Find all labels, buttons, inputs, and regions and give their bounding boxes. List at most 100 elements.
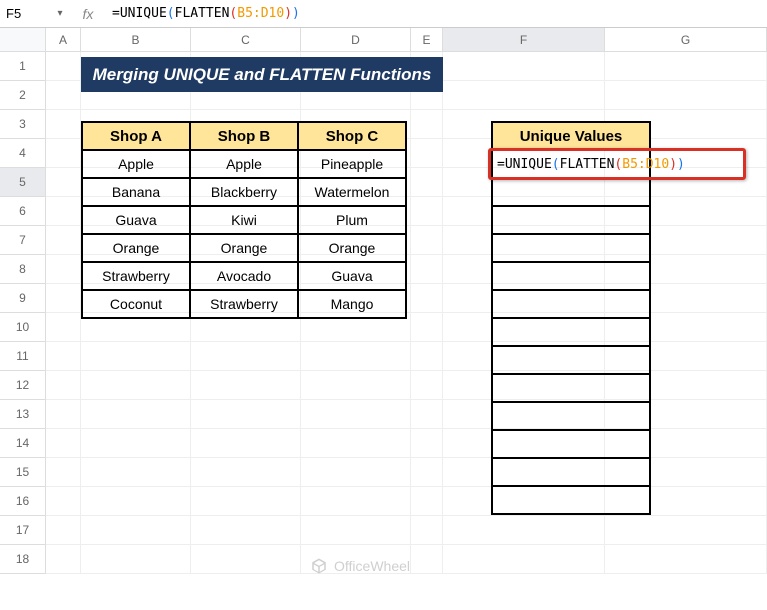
table-cell[interactable]: Blackberry <box>190 178 298 206</box>
table-cell[interactable]: Orange <box>82 234 190 262</box>
row-header[interactable]: 16 <box>0 487 46 516</box>
col-header-B[interactable]: B <box>81 28 191 52</box>
cell[interactable] <box>46 255 81 284</box>
cell[interactable] <box>443 52 605 81</box>
row-header[interactable]: 8 <box>0 255 46 284</box>
table-cell[interactable]: Banana <box>82 178 190 206</box>
cell[interactable] <box>605 52 767 81</box>
result-cell[interactable] <box>492 346 650 374</box>
cell[interactable] <box>411 284 443 313</box>
cell[interactable] <box>605 516 767 545</box>
table-cell[interactable]: Watermelon <box>298 178 406 206</box>
cell[interactable] <box>81 487 191 516</box>
cell[interactable] <box>191 487 301 516</box>
table-cell[interactable]: Strawberry <box>190 290 298 318</box>
cell[interactable] <box>411 313 443 342</box>
table-cell[interactable]: Apple <box>190 150 298 178</box>
table-cell[interactable]: Guava <box>82 206 190 234</box>
table-header[interactable]: Shop A <box>82 122 190 150</box>
cell[interactable] <box>301 371 411 400</box>
result-cell[interactable] <box>492 234 650 262</box>
table-cell[interactable]: Kiwi <box>190 206 298 234</box>
cell[interactable] <box>605 545 767 574</box>
cell[interactable] <box>411 139 443 168</box>
table-cell[interactable]: Apple <box>82 150 190 178</box>
row-header[interactable]: 9 <box>0 284 46 313</box>
cell[interactable] <box>46 168 81 197</box>
row-header[interactable]: 12 <box>0 371 46 400</box>
cell[interactable] <box>81 400 191 429</box>
result-cell[interactable] <box>492 290 650 318</box>
cell[interactable] <box>46 139 81 168</box>
fx-icon[interactable]: fx <box>68 6 108 22</box>
cell[interactable] <box>411 516 443 545</box>
row-header[interactable]: 1 <box>0 52 46 81</box>
cell[interactable] <box>191 342 301 371</box>
cell[interactable] <box>301 400 411 429</box>
cell[interactable] <box>46 284 81 313</box>
col-header-A[interactable]: A <box>46 28 81 52</box>
result-cell[interactable] <box>492 206 650 234</box>
table-cell[interactable]: Mango <box>298 290 406 318</box>
cell[interactable] <box>191 458 301 487</box>
result-cell[interactable] <box>492 262 650 290</box>
cell[interactable] <box>301 516 411 545</box>
cell[interactable] <box>411 429 443 458</box>
row-header[interactable]: 13 <box>0 400 46 429</box>
table-cell[interactable]: Avocado <box>190 262 298 290</box>
select-all-corner[interactable] <box>0 28 46 52</box>
cell[interactable] <box>81 342 191 371</box>
result-cell[interactable] <box>492 402 650 430</box>
cell[interactable] <box>411 226 443 255</box>
cell[interactable] <box>46 342 81 371</box>
row-header[interactable]: 10 <box>0 313 46 342</box>
result-cell-formula[interactable]: = UNIQUE ( FLATTEN ( B5:D10 ) ) <box>492 150 650 178</box>
cell[interactable] <box>46 110 81 139</box>
cell[interactable] <box>81 516 191 545</box>
cell[interactable] <box>81 371 191 400</box>
row-header[interactable]: 15 <box>0 458 46 487</box>
row-header[interactable]: 6 <box>0 197 46 226</box>
cell[interactable] <box>46 429 81 458</box>
table-header[interactable]: Shop C <box>298 122 406 150</box>
cell[interactable] <box>301 342 411 371</box>
cell[interactable] <box>411 197 443 226</box>
result-cell[interactable] <box>492 178 650 206</box>
row-header[interactable]: 3 <box>0 110 46 139</box>
row-header[interactable]: 14 <box>0 429 46 458</box>
cell[interactable] <box>46 197 81 226</box>
row-header[interactable]: 11 <box>0 342 46 371</box>
table-cell[interactable]: Orange <box>298 234 406 262</box>
cell[interactable] <box>46 313 81 342</box>
cell[interactable] <box>443 516 605 545</box>
result-cell[interactable] <box>492 318 650 346</box>
result-cell[interactable] <box>492 486 650 514</box>
table-cell[interactable]: Strawberry <box>82 262 190 290</box>
formula-input[interactable]: = UNIQUE ( FLATTEN ( B5:D10 ) ) <box>108 6 767 21</box>
row-header[interactable]: 17 <box>0 516 46 545</box>
cell[interactable] <box>411 110 443 139</box>
cell[interactable] <box>411 400 443 429</box>
row-header[interactable]: 4 <box>0 139 46 168</box>
cell[interactable] <box>191 371 301 400</box>
name-box[interactable] <box>0 6 52 21</box>
cell[interactable] <box>443 545 605 574</box>
cell[interactable] <box>81 458 191 487</box>
cell[interactable] <box>46 52 81 81</box>
cell[interactable] <box>411 168 443 197</box>
cell[interactable] <box>411 458 443 487</box>
cell[interactable] <box>411 255 443 284</box>
cell[interactable] <box>46 458 81 487</box>
cell[interactable] <box>46 371 81 400</box>
cell[interactable] <box>81 429 191 458</box>
table-cell[interactable]: Orange <box>190 234 298 262</box>
cell[interactable] <box>46 226 81 255</box>
result-cell[interactable] <box>492 458 650 486</box>
col-header-F[interactable]: F <box>443 28 605 52</box>
table-header[interactable]: Shop B <box>190 122 298 150</box>
row-header[interactable]: 18 <box>0 545 46 574</box>
cell[interactable] <box>46 545 81 574</box>
col-header-C[interactable]: C <box>191 28 301 52</box>
table-cell[interactable]: Coconut <box>82 290 190 318</box>
table-cell[interactable]: Guava <box>298 262 406 290</box>
